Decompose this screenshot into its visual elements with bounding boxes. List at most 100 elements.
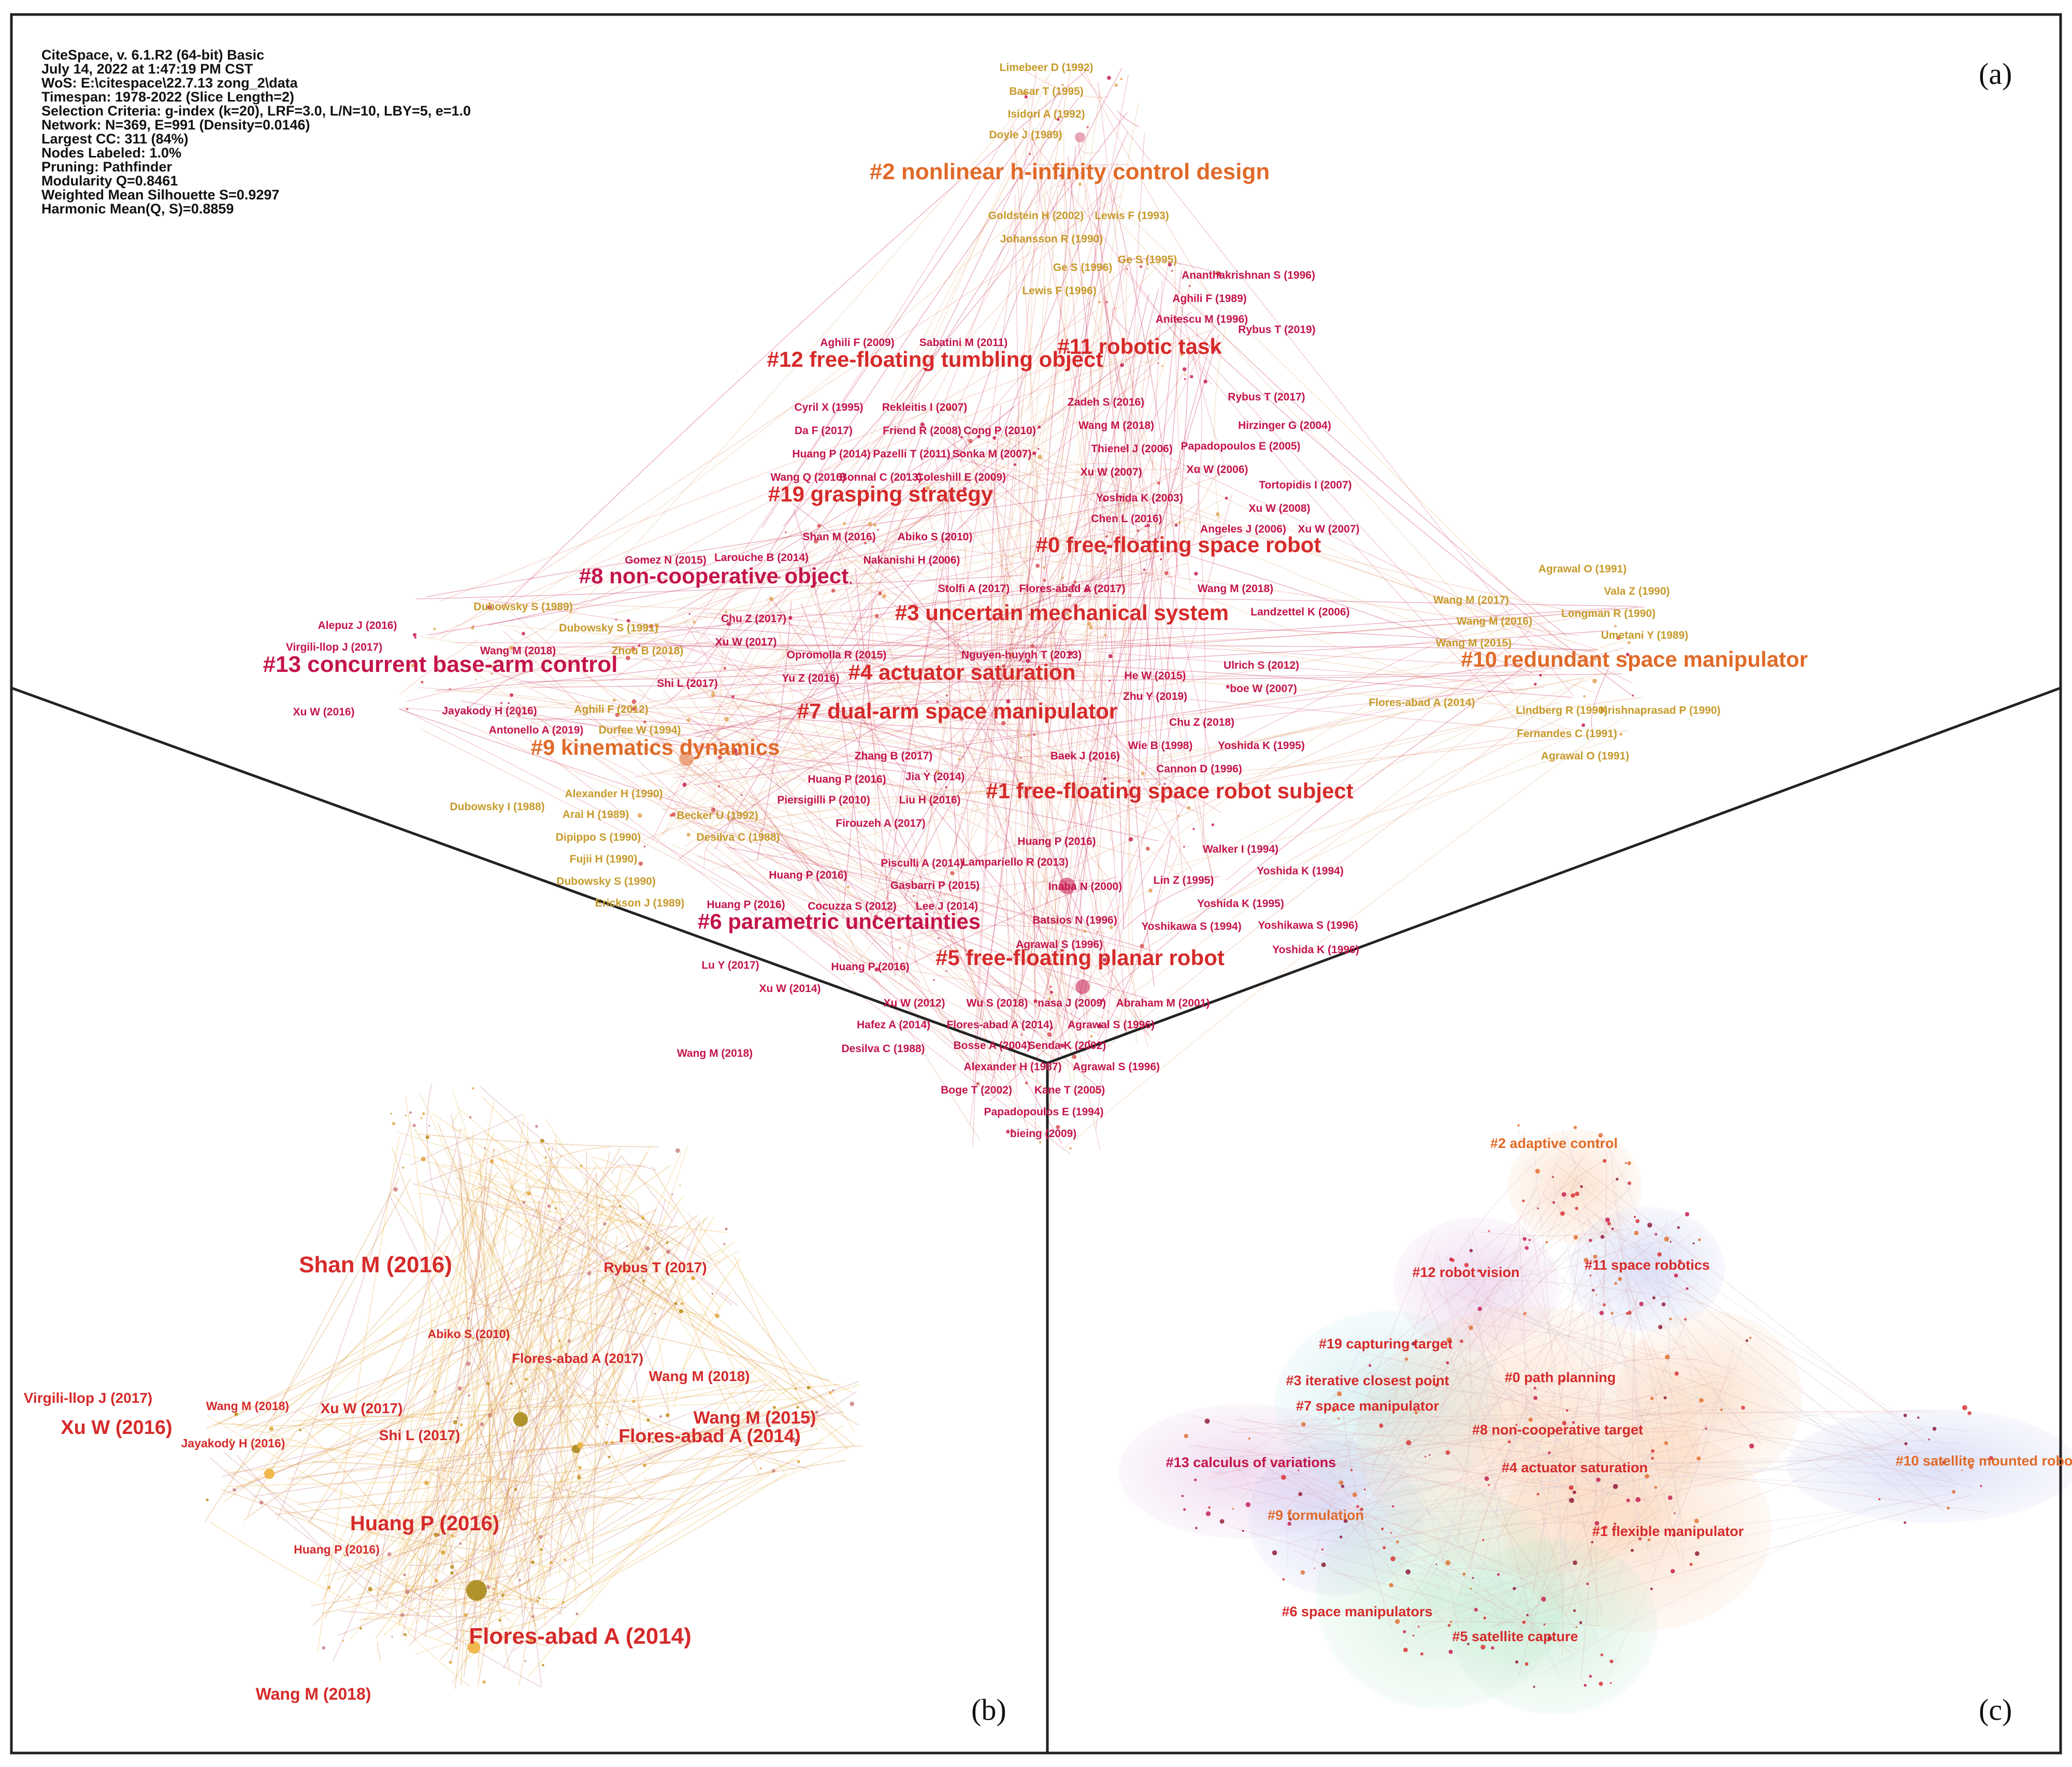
network-edge (454, 1402, 480, 1689)
network-edge (1271, 1429, 1403, 1475)
network-node (531, 1615, 535, 1618)
network-node (526, 1191, 531, 1196)
network-node (1699, 1398, 1704, 1403)
network-node (807, 1386, 811, 1390)
cluster-label: #19 capturing target (1319, 1336, 1452, 1352)
network-edge (495, 1551, 530, 1579)
network-node (723, 666, 727, 670)
network-node (724, 716, 729, 722)
network-edge (1391, 1564, 1467, 1583)
network-edge (869, 538, 876, 902)
network-edge (1092, 606, 1645, 650)
network-edge (480, 598, 1003, 688)
network-edge (501, 1517, 576, 1600)
network-node (1196, 466, 1198, 469)
network-node (1446, 1337, 1452, 1343)
network-node (1469, 1248, 1473, 1253)
network-edge (1421, 1268, 1598, 1556)
network-edge (529, 1259, 579, 1348)
network-edge (655, 262, 1161, 844)
network-node (1281, 1475, 1286, 1480)
network-node (435, 1579, 439, 1583)
network-edge (751, 179, 1061, 809)
network-node (453, 1420, 457, 1425)
network-edge (1062, 715, 1627, 1150)
reference-label: Abraham M (2001) (1116, 997, 1210, 1009)
network-edge (415, 1101, 495, 1571)
network-edge (474, 1171, 855, 1446)
network-edge (524, 1354, 810, 1470)
network-node (1561, 1192, 1566, 1197)
network-edge (275, 1497, 674, 1515)
reference-label: Xu W (2014) (759, 983, 821, 995)
network-edge (885, 569, 1101, 880)
network-edge (1214, 1188, 1631, 1475)
network-node (829, 1391, 832, 1395)
network-edge (880, 311, 1192, 553)
network-node (1614, 1522, 1617, 1525)
cluster-label: #7 space manipulator (1296, 1398, 1440, 1414)
network-node (1188, 284, 1191, 288)
network-node (421, 1156, 426, 1161)
network-edge (696, 631, 1055, 738)
network-edge (779, 635, 854, 948)
network-edge (1363, 1383, 1528, 1614)
network-edge (1566, 1382, 1663, 1616)
network-edge (1294, 1550, 1400, 1601)
network-node (1033, 733, 1036, 736)
network-node (1403, 1630, 1406, 1633)
network-edge (1085, 183, 1157, 481)
network-edge (468, 554, 817, 693)
network-node (519, 1579, 521, 1582)
network-node (440, 1550, 445, 1555)
panel-c-labels: #2 adaptive control#12 robot vision #11 s… (1166, 1136, 2072, 1644)
network-edge (1599, 1213, 1696, 1454)
network-edge (555, 1134, 568, 1453)
network-node (1552, 1201, 1556, 1204)
network-edge (496, 1148, 572, 1325)
network-node (501, 1594, 505, 1597)
network-node (1343, 1519, 1348, 1523)
network-edge (1505, 1409, 1717, 1438)
network-node (1652, 1296, 1656, 1300)
network-edge (1344, 1386, 1968, 1432)
reference-label: Erickson J (1989) (595, 897, 685, 909)
network-edge (1112, 307, 1130, 334)
network-edge (411, 1246, 730, 1471)
network-edge (1148, 534, 1214, 879)
metadata-line: Harmonic Mean(Q, S)=0.8859 (41, 201, 234, 217)
network-edge (767, 599, 972, 1075)
network-node (1583, 695, 1586, 698)
network-edge (1070, 787, 1196, 1015)
network-edge (1491, 1495, 1972, 1627)
network-edge (521, 471, 1128, 606)
network-edge (1290, 1418, 1444, 1624)
network-edge (872, 642, 1020, 923)
network-node (1449, 1620, 1452, 1624)
network-node (522, 631, 525, 636)
network-edge (1518, 1221, 1663, 1402)
network-edge (507, 633, 649, 673)
network-node (1573, 1609, 1576, 1612)
network-node (528, 1637, 533, 1642)
network-edge (425, 1159, 488, 1637)
network-edge (998, 323, 1218, 678)
network-edge (427, 1441, 537, 1627)
network-node (1469, 1325, 1473, 1330)
network-edge (1055, 677, 1593, 946)
network-node (1571, 1193, 1575, 1198)
network-node (850, 581, 852, 584)
network-edge (1288, 1283, 1699, 1446)
network-edge (663, 108, 1048, 835)
reference-label: Wang Q (2016) (770, 471, 845, 483)
network-edge (1192, 327, 1202, 544)
network-edge (800, 603, 1062, 1144)
network-edge (487, 1368, 555, 1396)
reference-label: Abiko S (2010) (898, 531, 973, 543)
reference-label: Lindberg R (1990) (1516, 705, 1607, 716)
reference-label: Virgili-llop J (2017) (286, 641, 382, 653)
network-edge (1325, 1438, 1933, 1533)
network-edge (1215, 1462, 1956, 1488)
network-edge (224, 1360, 492, 1495)
network-node (1609, 1659, 1614, 1663)
